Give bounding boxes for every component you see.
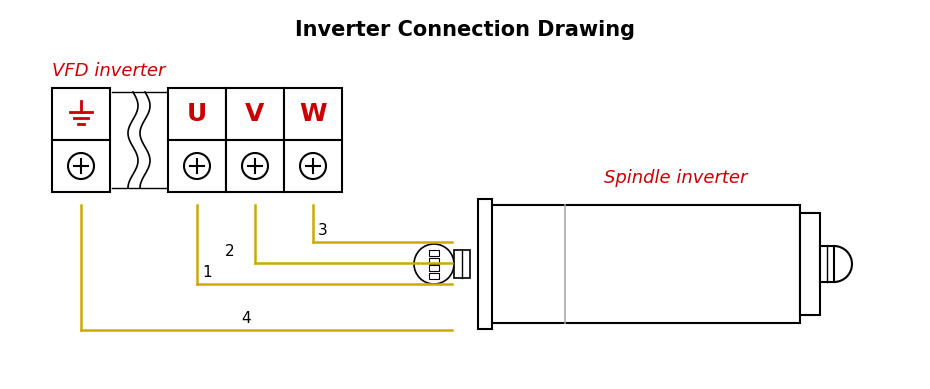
Circle shape <box>414 244 454 284</box>
Text: 1: 1 <box>202 265 212 280</box>
Bar <box>478 199 492 329</box>
Text: 4: 4 <box>241 311 250 326</box>
Text: 2: 2 <box>225 244 234 259</box>
Bar <box>429 250 439 256</box>
Bar <box>226 140 284 192</box>
Text: Spindle inverter: Spindle inverter <box>604 169 748 187</box>
Text: U: U <box>187 102 207 126</box>
Circle shape <box>68 153 94 179</box>
Bar <box>52 88 110 140</box>
Bar <box>168 140 226 192</box>
Bar <box>226 88 284 140</box>
Circle shape <box>300 153 326 179</box>
Bar <box>454 250 470 278</box>
Text: V: V <box>246 102 265 126</box>
Bar <box>168 88 226 140</box>
Bar <box>429 273 439 279</box>
Bar <box>52 140 110 192</box>
Bar <box>429 265 439 271</box>
Circle shape <box>242 153 268 179</box>
Bar <box>820 246 834 282</box>
Bar <box>429 258 439 263</box>
Bar <box>490 205 800 323</box>
Text: 3: 3 <box>318 223 327 238</box>
Bar <box>284 88 342 140</box>
Bar <box>284 140 342 192</box>
Text: W: W <box>299 102 326 126</box>
Text: Inverter Connection Drawing: Inverter Connection Drawing <box>295 20 635 40</box>
Circle shape <box>184 153 210 179</box>
Bar <box>800 213 820 315</box>
Text: VFD inverter: VFD inverter <box>52 62 166 80</box>
